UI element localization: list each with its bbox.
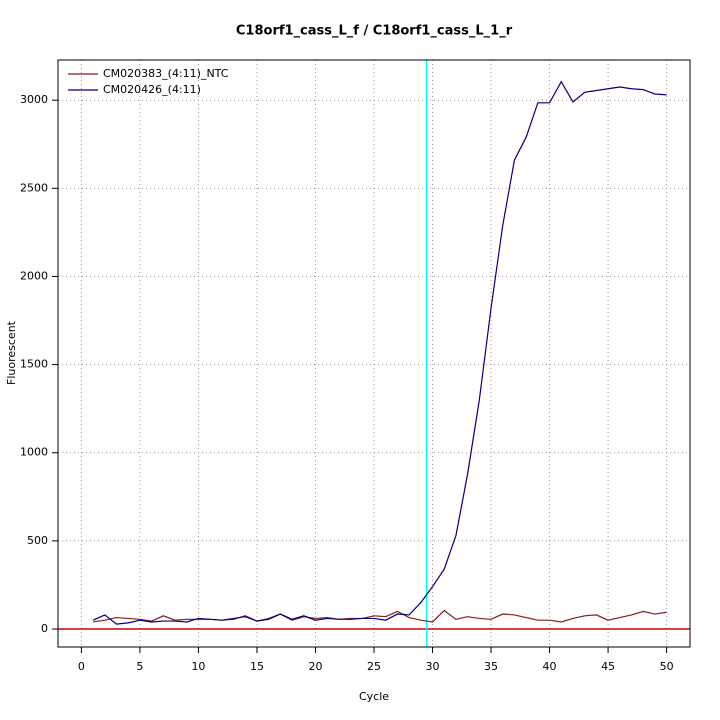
y-tick-label: 3000 [20,93,48,106]
legend-label: CM020426_(4:11) [103,83,201,96]
y-axis-label: Fluorescent [5,320,18,385]
y-tick-label: 1500 [20,358,48,371]
y-tick-label: 2000 [20,269,48,282]
y-tick-label: 1000 [20,446,48,459]
x-tick-label: 20 [308,660,322,673]
series-line [92,80,667,625]
x-tick-label: 30 [426,660,440,673]
x-tick-label: 50 [660,660,674,673]
y-tick-label: 0 [41,622,48,635]
x-tick-label: 10 [191,660,205,673]
x-tick-label: 5 [136,660,143,673]
x-tick-label: 25 [367,660,381,673]
y-tick-label: 2500 [20,181,48,194]
plot-frame [57,59,691,648]
x-tick-label: 40 [543,660,557,673]
y-tick-label: 500 [27,534,48,547]
x-tick-label: 15 [250,660,264,673]
chart-title: C18orf1_cass_L_f / C18orf1_cass_L_1_r [236,24,513,39]
legend-label: CM020383_(4:11)_NTC [103,67,229,80]
x-tick-label: 45 [601,660,615,673]
x-axis-label: Cycle [359,690,389,703]
x-tick-label: 35 [484,660,498,673]
x-tick-label: 0 [78,660,85,673]
series-line [93,609,667,623]
